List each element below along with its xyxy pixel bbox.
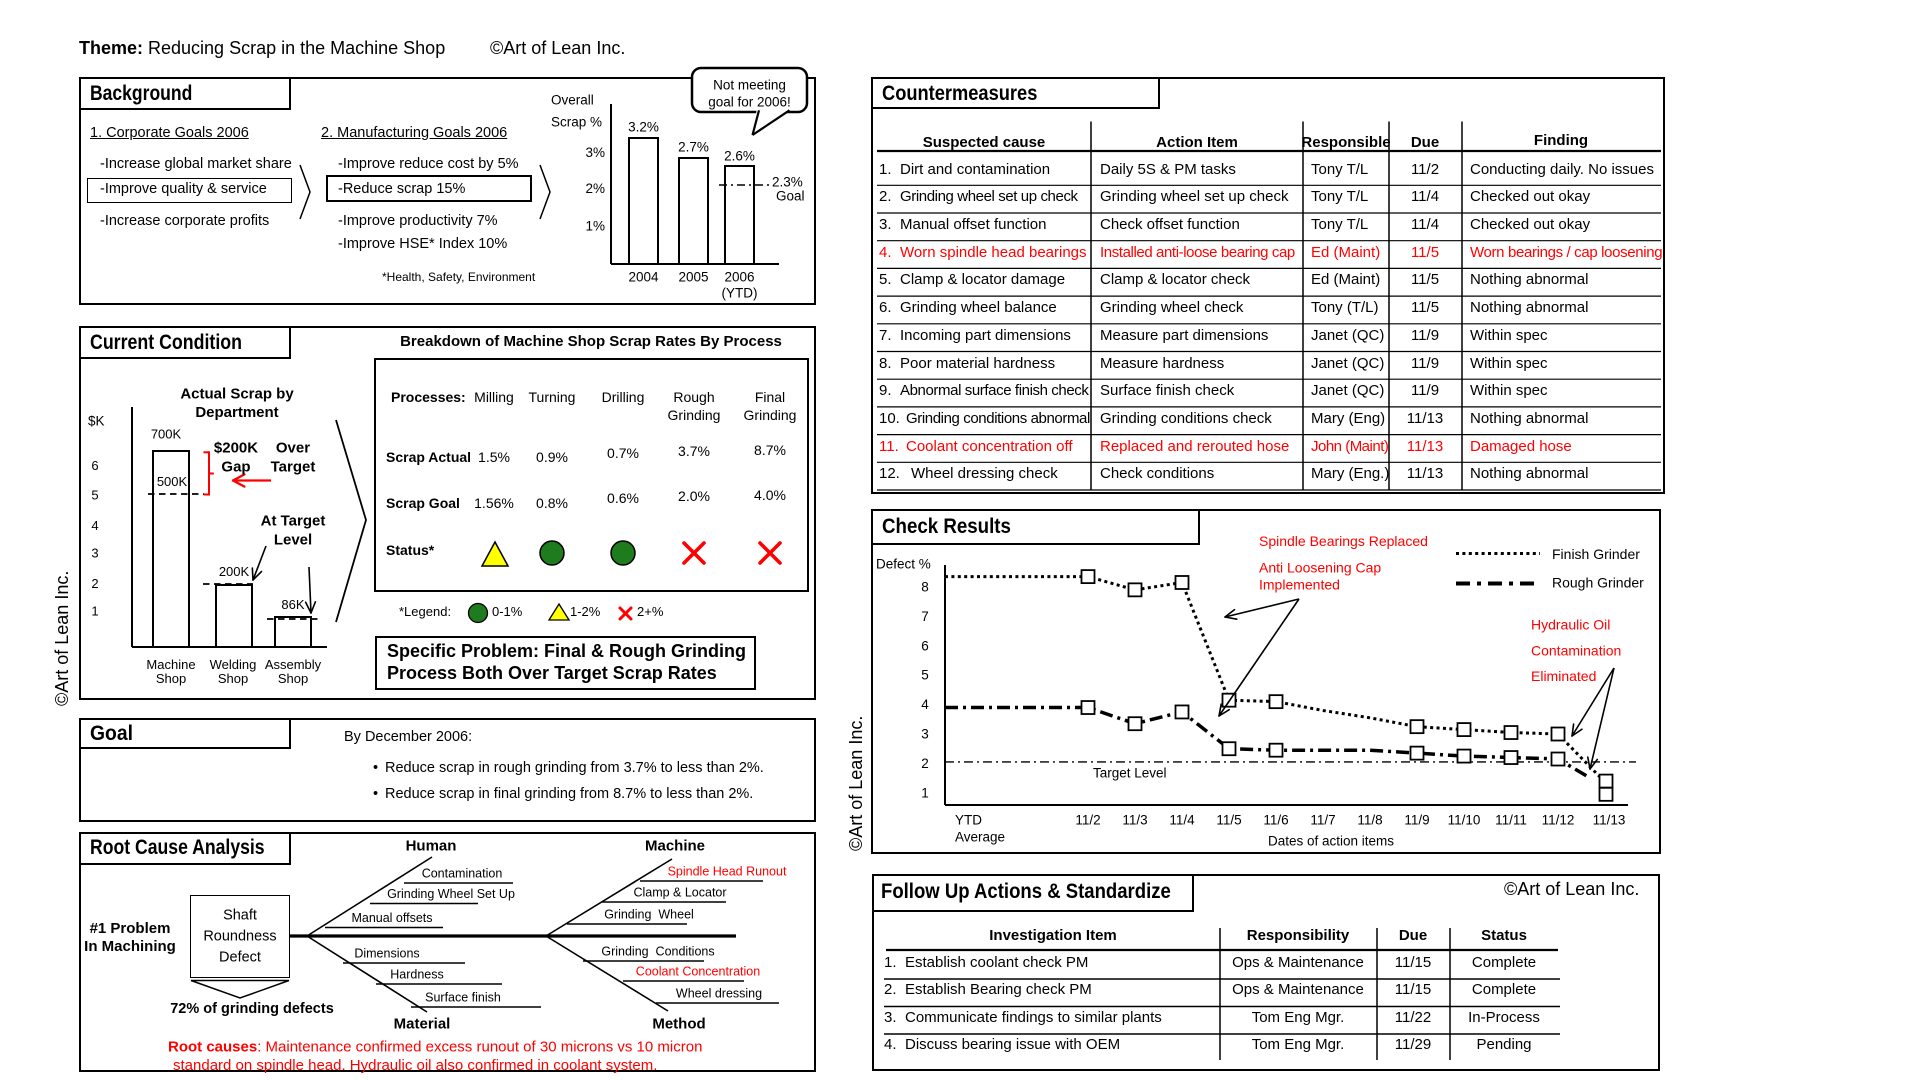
- svg-text:4: 4: [91, 518, 98, 533]
- svg-text:Machine: Machine: [645, 837, 705, 854]
- svg-text:11/3: 11/3: [1122, 812, 1147, 827]
- svg-text:Contamination: Contamination: [1531, 643, 1621, 659]
- svg-text:Machine: Machine: [146, 657, 195, 672]
- svg-text:Dimensions: Dimensions: [354, 947, 419, 961]
- svg-text:11/2: 11/2: [1075, 812, 1100, 827]
- svg-text:Clamp & Locator: Clamp & Locator: [633, 886, 726, 900]
- svg-text:11/5: 11/5: [1216, 812, 1241, 827]
- svg-text:Grinding Wheel Set Up: Grinding Wheel Set Up: [387, 887, 515, 901]
- svg-text:2: 2: [91, 576, 98, 591]
- svg-text:11/4: 11/4: [1169, 812, 1195, 827]
- svg-text:2.3%: 2.3%: [772, 174, 803, 189]
- svg-text:Shop: Shop: [278, 671, 308, 686]
- svg-text:Coolant Concentration: Coolant Concentration: [636, 965, 760, 979]
- svg-text:200K: 200K: [219, 564, 250, 579]
- svg-text:11/8: 11/8: [1357, 812, 1382, 827]
- svg-text:Surface finish: Surface finish: [425, 991, 501, 1005]
- svg-text:Manual offsets: Manual offsets: [351, 911, 432, 925]
- svg-text:4: 4: [921, 697, 929, 712]
- svg-text:Hydraulic Oil: Hydraulic Oil: [1531, 617, 1610, 633]
- svg-text:Grinding Conditions: Grinding Conditions: [601, 945, 714, 959]
- svg-text:2.6%: 2.6%: [724, 148, 755, 163]
- svg-text:Finish Grinder: Finish Grinder: [1552, 546, 1640, 562]
- svg-text:Not meeting: Not meeting: [713, 77, 786, 92]
- svg-text:Shaft: Shaft: [223, 908, 257, 924]
- svg-text:Actual Scrap by: Actual Scrap by: [180, 385, 294, 402]
- svg-text:Eliminated: Eliminated: [1531, 668, 1596, 684]
- svg-text:2005: 2005: [678, 269, 708, 284]
- svg-text:Implemented: Implemented: [1259, 577, 1340, 593]
- svg-text:11/6: 11/6: [1263, 812, 1288, 827]
- svg-text:86K: 86K: [281, 597, 304, 612]
- svg-text:(YTD): (YTD): [722, 285, 758, 300]
- svg-text:Human: Human: [406, 837, 457, 854]
- svg-text:standard on spindle head. Hydr: standard on spindle head. Hydraulic oil …: [173, 1057, 657, 1074]
- svg-text:Roundness: Roundness: [203, 929, 276, 945]
- svg-text:Scrap %: Scrap %: [551, 114, 602, 129]
- svg-text:700K: 700K: [151, 426, 182, 441]
- svg-text:2%: 2%: [585, 181, 605, 196]
- svg-text:11/11: 11/11: [1495, 812, 1527, 827]
- svg-text:Welding: Welding: [210, 657, 257, 672]
- svg-text:6: 6: [91, 458, 98, 473]
- svg-text:5: 5: [921, 668, 929, 683]
- svg-text:Defect: Defect: [219, 950, 261, 966]
- svg-text:Shop: Shop: [156, 671, 186, 686]
- svg-text:Goal: Goal: [776, 188, 805, 203]
- svg-text:Gap: Gap: [221, 458, 250, 475]
- svg-text:Contamination: Contamination: [422, 867, 503, 881]
- svg-text:Over: Over: [276, 439, 310, 456]
- svg-text:Level: Level: [274, 531, 312, 548]
- svg-text:Assembly: Assembly: [265, 657, 322, 672]
- svg-text:Target: Target: [271, 458, 316, 475]
- svg-text:2.7%: 2.7%: [678, 139, 709, 154]
- svg-text:Department: Department: [195, 404, 278, 421]
- svg-text:11/9: 11/9: [1404, 812, 1429, 827]
- svg-text:11/10: 11/10: [1448, 812, 1481, 827]
- svg-text:Dates of action items: Dates of action items: [1268, 833, 1394, 848]
- svg-text:Wheel dressing: Wheel dressing: [676, 987, 762, 1001]
- svg-text:11/12: 11/12: [1542, 812, 1575, 827]
- svg-text:5: 5: [91, 487, 98, 502]
- svg-text:8: 8: [921, 579, 929, 594]
- svg-text:3: 3: [921, 727, 929, 742]
- svg-text:Target Level: Target Level: [1093, 765, 1167, 780]
- svg-text:#1 Problem: #1 Problem: [90, 920, 171, 937]
- svg-text:2006: 2006: [724, 269, 754, 284]
- svg-text:11/7: 11/7: [1310, 812, 1335, 827]
- svg-text:Spindle Bearings Replaced: Spindle Bearings Replaced: [1259, 533, 1428, 549]
- svg-text:Average: Average: [955, 829, 1005, 844]
- svg-text:2: 2: [921, 756, 929, 771]
- svg-text:At Target: At Target: [261, 512, 326, 529]
- svg-text:Overall: Overall: [551, 92, 594, 107]
- svg-text:$K: $K: [88, 413, 105, 428]
- svg-text:1: 1: [921, 785, 929, 800]
- svg-text:6: 6: [921, 638, 929, 653]
- svg-text:3%: 3%: [585, 145, 605, 160]
- svg-text:Hardness: Hardness: [390, 968, 444, 982]
- svg-text:Root causes: Maintenance confi: Root causes: Maintenance confirmed exces…: [168, 1038, 702, 1055]
- svg-text:Defect %: Defect %: [876, 556, 931, 571]
- svg-text:72% of grinding defects: 72% of grinding defects: [170, 1001, 334, 1017]
- svg-text:500K: 500K: [157, 474, 188, 489]
- svg-text:Grinding Wheel: Grinding Wheel: [604, 908, 694, 922]
- svg-text:$200K: $200K: [214, 439, 258, 456]
- svg-text:Rough Grinder: Rough Grinder: [1552, 575, 1644, 591]
- svg-text:Method: Method: [652, 1015, 705, 1032]
- svg-text:Material: Material: [394, 1015, 451, 1032]
- svg-text:2004: 2004: [628, 269, 659, 284]
- svg-text:1: 1: [91, 603, 98, 618]
- svg-text:3.2%: 3.2%: [628, 119, 659, 134]
- svg-text:Spindle Head Runout: Spindle Head Runout: [668, 865, 787, 879]
- svg-text:YTD: YTD: [955, 812, 982, 827]
- svg-text:7: 7: [921, 609, 929, 624]
- svg-text:In Machining: In Machining: [84, 938, 176, 955]
- svg-text:11/13: 11/13: [1593, 812, 1626, 827]
- svg-text:1%: 1%: [585, 218, 605, 233]
- svg-text:3: 3: [91, 545, 98, 560]
- svg-text:goal for 2006!: goal for 2006!: [708, 94, 791, 109]
- svg-text:Shop: Shop: [218, 671, 248, 686]
- svg-text:Anti Loosening Cap: Anti Loosening Cap: [1259, 560, 1381, 576]
